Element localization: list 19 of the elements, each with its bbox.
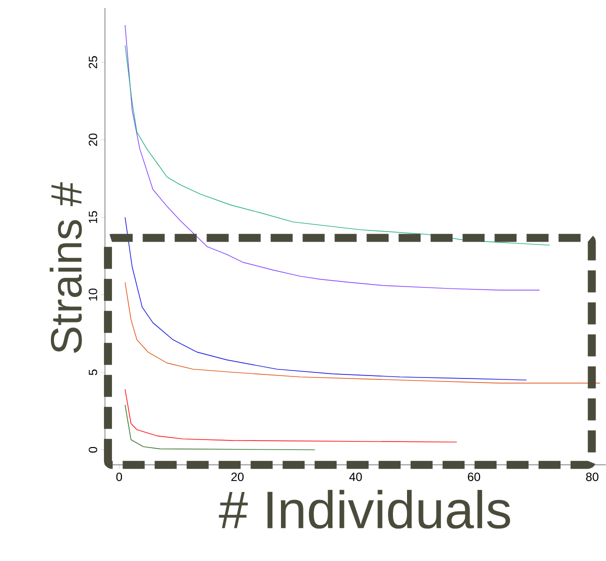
line-series [124, 282, 600, 384]
y-tick-label: 25 [88, 56, 98, 68]
line-series [124, 24, 540, 291]
x-tick-label: 0 [116, 472, 122, 482]
x-tick-label: 40 [349, 472, 362, 482]
y-tick-label: 0 [88, 447, 98, 453]
y-tick-label: 5 [88, 370, 98, 376]
line-series [124, 404, 316, 450]
x-tick-label: 20 [231, 472, 244, 482]
y-tick-label: 15 [88, 211, 98, 224]
y-tick-label: 10 [88, 288, 98, 301]
x-tick-label: 60 [468, 472, 480, 482]
line-series [124, 217, 527, 380]
x-tick-label: 80 [586, 472, 598, 482]
line-series [124, 389, 458, 442]
y-tick-label: 20 [88, 134, 98, 146]
x-axis-title: # Individuals [218, 490, 510, 529]
y-axis-title: Strains # [50, 182, 82, 353]
line-series [124, 44, 550, 246]
